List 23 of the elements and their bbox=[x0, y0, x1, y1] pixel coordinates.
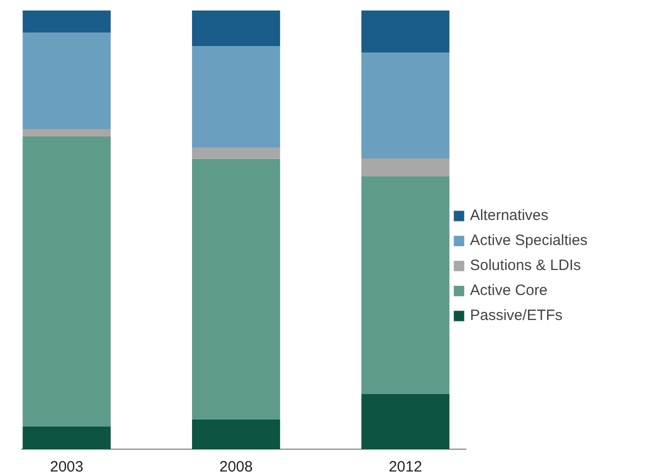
bar bbox=[22, 136, 111, 426]
bar bbox=[192, 158, 280, 420]
bar bbox=[192, 147, 280, 159]
bar bbox=[192, 46, 280, 148]
bar bbox=[22, 129, 111, 136]
legend-label: Solutions & LDIs bbox=[470, 257, 581, 274]
bar bbox=[361, 52, 450, 158]
x-tick-label: 2012 bbox=[388, 458, 422, 474]
bar bbox=[361, 10, 450, 53]
legend-label: Alternatives bbox=[470, 207, 548, 224]
bar bbox=[22, 426, 111, 450]
x-tick-label: 2008 bbox=[219, 458, 253, 474]
x-tick-label: 2003 bbox=[50, 458, 84, 474]
legend-label: Active Core bbox=[470, 282, 548, 299]
legend-label: Active Specialties bbox=[470, 232, 588, 249]
bar bbox=[361, 176, 450, 394]
bar bbox=[192, 419, 280, 450]
bar bbox=[22, 32, 111, 130]
bar bbox=[192, 10, 280, 46]
bar bbox=[361, 394, 450, 450]
bar bbox=[361, 158, 450, 176]
legend-label: Passive/ETFs bbox=[470, 307, 563, 324]
bar bbox=[22, 10, 111, 32]
